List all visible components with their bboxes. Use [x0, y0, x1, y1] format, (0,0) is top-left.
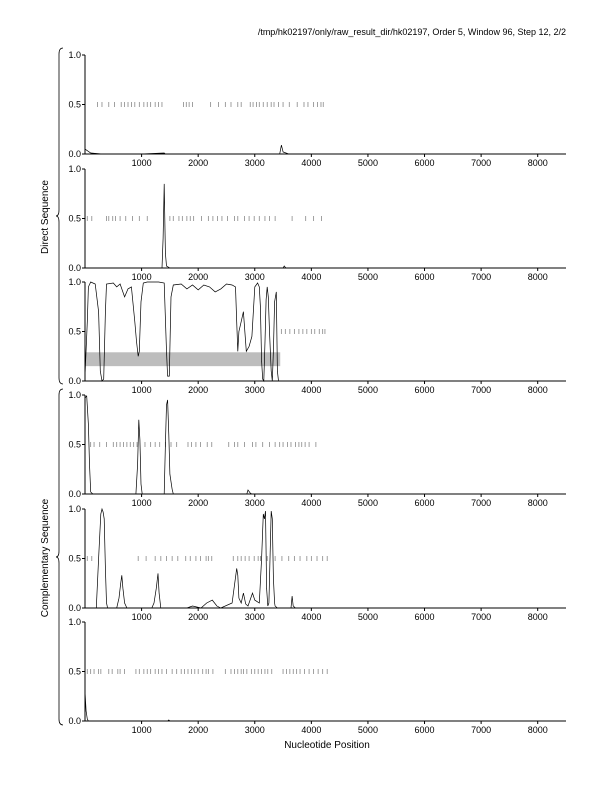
x-tick-label: 8000 — [528, 498, 548, 508]
x-tick-label: 4000 — [301, 272, 321, 282]
brace-path — [55, 47, 64, 385]
x-tick-label: 7000 — [471, 612, 491, 622]
x-tick-label: 2000 — [188, 498, 208, 508]
panel-4: 0.0 0.5 1.0 1000 2000 3000 4000 5000 6000 7000 800… — [68, 390, 566, 508]
panel-3: 0.0 0.5 1.0 1000 2000 3000 4000 5000 6000 7000 800… — [68, 277, 566, 395]
x-tick-label: 1000 — [132, 272, 152, 282]
y-tick-label: 0.5 — [68, 667, 81, 677]
x-tick-label: 5000 — [358, 385, 378, 395]
x-tick-label: 1000 — [132, 612, 152, 622]
y-tick-label: 0.5 — [68, 100, 81, 110]
y-tick-label: 0.5 — [68, 327, 81, 337]
y-tick-label: 0.5 — [68, 440, 81, 450]
panel-5: 0.0 0.5 1.0 1000 2000 3000 4000 5000 6000 7000 800… — [68, 504, 566, 622]
x-axis-label: Nucleotide Position — [284, 740, 370, 751]
series-line — [84, 281, 566, 383]
x-tick-label: 2000 — [188, 385, 208, 395]
x-tick-label: 4000 — [301, 725, 321, 735]
brace-path — [55, 388, 64, 726]
y-tick-label: 0.0 — [68, 716, 81, 726]
y-tick-label: 1.0 — [68, 504, 81, 514]
complementary-sequence-brace — [55, 388, 64, 726]
x-tick-label: 8000 — [528, 385, 548, 395]
x-tick-label: 4000 — [301, 158, 321, 168]
x-tick-label: 5000 — [358, 158, 378, 168]
direct-sequence-brace — [55, 47, 64, 385]
y-tick-label: 1.0 — [68, 390, 81, 400]
x-tick-label: 2000 — [188, 158, 208, 168]
y-tick-label: 0.0 — [68, 149, 81, 159]
x-tick-label: 4000 — [301, 612, 321, 622]
x-tick-label: 8000 — [528, 158, 548, 168]
y-tick-label: 0.0 — [68, 603, 81, 613]
y-tick-label: 0.5 — [68, 554, 81, 564]
x-tick-label: 7000 — [471, 385, 491, 395]
x-tick-label: 3000 — [245, 725, 265, 735]
x-tick-label: 7000 — [471, 725, 491, 735]
y-tick-label: 0.0 — [68, 263, 81, 273]
x-tick-label: 6000 — [415, 498, 435, 508]
x-tick-label: 5000 — [358, 498, 378, 508]
x-tick-label: 5000 — [358, 272, 378, 282]
panel-1: 0.0 0.5 1.0 1000 2000 3000 4000 5000 6000 7000 800… — [68, 50, 566, 168]
x-tick-label: 7000 — [471, 158, 491, 168]
x-tick-label: 7000 — [471, 272, 491, 282]
x-tick-label: 6000 — [415, 272, 435, 282]
x-tick-label: 8000 — [528, 272, 548, 282]
x-tick-label: 3000 — [245, 158, 265, 168]
highlight-band — [85, 352, 281, 367]
panels: 0.0 0.5 1.0 1000 2000 3000 4000 5000 6000 7000 800… — [68, 50, 566, 735]
x-tick-label: 3000 — [245, 498, 265, 508]
x-tick-label: 6000 — [415, 158, 435, 168]
y-tick-label: 0.5 — [68, 214, 81, 224]
x-tick-label: 6000 — [415, 612, 435, 622]
series-line — [85, 507, 566, 609]
x-tick-label: 6000 — [415, 725, 435, 735]
y-tick-label: 1.0 — [68, 277, 81, 287]
complementary-sequence-label: Complementary Sequence — [40, 498, 51, 617]
x-tick-label: 8000 — [528, 725, 548, 735]
x-tick-label: 3000 — [245, 612, 265, 622]
x-tick-label: 1000 — [132, 158, 152, 168]
y-tick-label: 1.0 — [68, 50, 81, 60]
series-line — [84, 145, 566, 155]
x-tick-label: 1000 — [132, 725, 152, 735]
x-tick-label: 3000 — [245, 272, 265, 282]
series-line — [84, 395, 566, 495]
x-tick-label: 2000 — [188, 725, 208, 735]
series-line — [85, 183, 566, 269]
panel-6: 0.0 0.5 1.0 1000 2000 3000 4000 5000 6000 7000 800… — [68, 617, 566, 735]
x-tick-label: 5000 — [358, 725, 378, 735]
x-tick-label: 3000 — [245, 385, 265, 395]
panel-2: 0.0 0.5 1.0 1000 2000 3000 4000 5000 6000 7000 800… — [68, 164, 566, 282]
y-tick-label: 1.0 — [68, 164, 81, 174]
x-tick-label: 1000 — [132, 385, 152, 395]
x-tick-label: 1000 — [132, 498, 152, 508]
y-tick-label: 0.0 — [68, 376, 81, 386]
y-tick-label: 0.0 — [68, 489, 81, 499]
x-tick-label: 4000 — [301, 385, 321, 395]
header-title: /tmp/hk02197/only/raw_result_dir/hk02197… — [258, 27, 566, 37]
series-line — [84, 691, 566, 722]
x-tick-label: 6000 — [415, 385, 435, 395]
x-tick-label: 5000 — [358, 612, 378, 622]
x-tick-label: 2000 — [188, 272, 208, 282]
y-tick-label: 1.0 — [68, 617, 81, 627]
x-tick-label: 4000 — [301, 498, 321, 508]
direct-sequence-label: Direct Sequence — [40, 180, 51, 254]
x-tick-label: 8000 — [528, 612, 548, 622]
x-tick-label: 2000 — [188, 612, 208, 622]
x-tick-label: 7000 — [471, 498, 491, 508]
